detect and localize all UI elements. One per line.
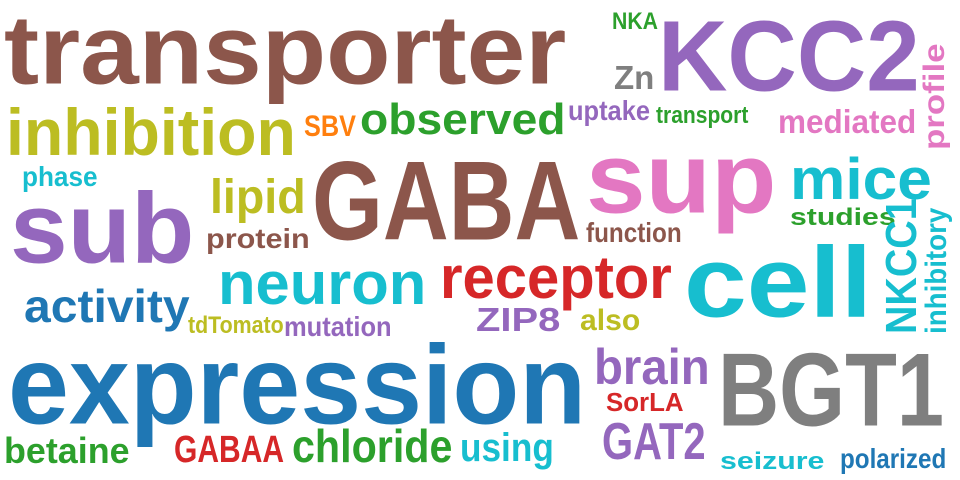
- word-mediated: mediated: [778, 104, 917, 141]
- word-cell: cell: [684, 226, 873, 338]
- word-transporter: transporter: [4, 0, 567, 105]
- word-activity: activity: [24, 281, 190, 332]
- word-mutation: mutation: [284, 312, 392, 343]
- word-kcc2: KCC2: [658, 0, 920, 112]
- word-protein: protein: [206, 224, 310, 255]
- word-sbv: SBV: [304, 110, 356, 143]
- word-zn: Zn: [614, 60, 655, 97]
- word-expression: expression: [8, 323, 587, 448]
- word-profile: profile: [918, 43, 951, 150]
- word-using: using: [460, 425, 554, 470]
- word-betaine: betaine: [4, 431, 130, 471]
- word-also: also: [580, 304, 641, 337]
- word-uptake: uptake: [568, 96, 651, 127]
- word-receptor: receptor: [440, 244, 672, 311]
- word-observed: observed: [360, 94, 566, 144]
- word-gabaa: GABAA: [174, 429, 285, 471]
- word-neuron: neuron: [218, 250, 427, 317]
- word-tdtomato: tdTomato: [188, 312, 284, 339]
- word-zip8: ZIP8: [476, 302, 561, 339]
- word-sub: sub: [10, 172, 195, 284]
- word-nka: NKA: [612, 8, 659, 35]
- word-sup: sup: [586, 122, 777, 234]
- word-lipid: lipid: [210, 171, 306, 224]
- word-nkcc1: NKCC1: [876, 198, 926, 334]
- word-gaba: GABA: [312, 139, 581, 264]
- word-transport: transport: [656, 102, 749, 129]
- word-inhibitory: inhibitory: [920, 207, 953, 334]
- word-seizure: seizure: [720, 448, 825, 475]
- word-studies: studies: [790, 204, 896, 231]
- word-brain: brain: [594, 339, 710, 395]
- word-function: function: [586, 218, 682, 249]
- word-mice: mice: [790, 146, 932, 212]
- word-sorla: SorLA: [606, 388, 684, 417]
- word-bgt1: BGT1: [718, 332, 944, 448]
- word-chloride: chloride: [292, 421, 453, 472]
- word-gat2: GAT2: [602, 413, 706, 471]
- word-polarized: polarized: [840, 444, 947, 475]
- word-phase: phase: [22, 162, 98, 193]
- word-inhibition: inhibition: [6, 96, 296, 170]
